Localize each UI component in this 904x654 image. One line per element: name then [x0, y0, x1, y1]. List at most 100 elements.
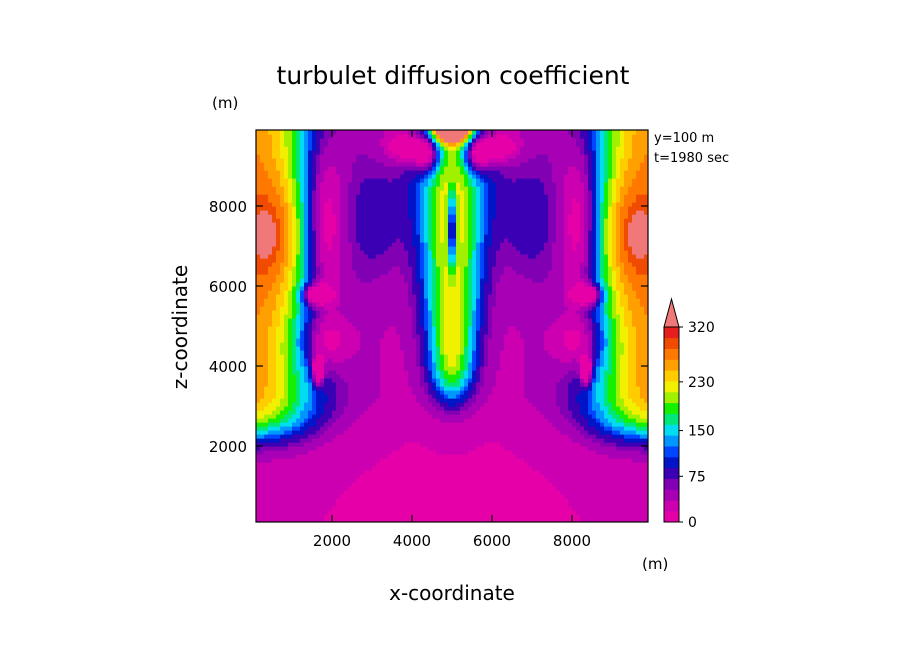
contour-cell — [600, 354, 605, 359]
contour-cell — [396, 450, 401, 455]
contour-cell — [480, 398, 485, 403]
contour-cell — [540, 406, 545, 411]
contour-cell — [540, 386, 545, 391]
contour-cell — [496, 450, 501, 455]
contour-cell — [564, 474, 569, 479]
contour-cell — [308, 318, 313, 323]
contour-cell — [568, 362, 573, 367]
contour-cell — [468, 518, 473, 522]
contour-cell — [344, 362, 349, 367]
contour-cell — [644, 490, 648, 495]
contour-cell — [316, 366, 321, 371]
contour-cell — [632, 338, 637, 343]
contour-cell — [632, 446, 637, 451]
contour-cell — [256, 354, 261, 359]
contour-cell — [436, 506, 441, 511]
contour-cell — [556, 470, 561, 475]
contour-cell — [352, 386, 357, 391]
contour-cell — [440, 498, 445, 503]
contour-cell — [276, 430, 281, 435]
contour-cell — [260, 326, 265, 331]
contour-cell — [444, 346, 449, 351]
contour-cell — [256, 514, 261, 519]
contour-cell — [564, 462, 569, 467]
contour-cell — [472, 478, 477, 483]
contour-cell — [480, 494, 485, 499]
contour-cell — [284, 362, 289, 367]
contour-cell — [588, 506, 593, 511]
contour-cell — [596, 354, 601, 359]
contour-cell — [536, 474, 541, 479]
contour-cell — [340, 358, 345, 363]
contour-cell — [564, 494, 569, 499]
contour-cell — [448, 402, 453, 407]
contour-cell — [432, 426, 437, 431]
contour-cell — [592, 370, 597, 375]
contour-cell — [644, 402, 648, 407]
contour-cell — [408, 454, 413, 459]
contour-cell — [544, 350, 549, 355]
contour-cell — [444, 410, 449, 415]
contour-cell — [280, 370, 285, 375]
contour-cell — [476, 442, 481, 447]
contour-cell — [604, 374, 609, 379]
contour-cell — [392, 442, 397, 447]
contour-cell — [600, 506, 605, 511]
contour-cell — [528, 458, 533, 463]
contour-cell — [584, 406, 589, 411]
contour-cell — [348, 322, 353, 327]
contour-cell — [320, 482, 325, 487]
contour-cell — [636, 434, 641, 439]
contour-cell — [300, 422, 305, 427]
contour-cell — [320, 342, 325, 347]
contour-cell — [276, 510, 281, 515]
contour-cell — [604, 366, 609, 371]
contour-cell — [436, 430, 441, 435]
contour-cell — [564, 418, 569, 423]
contour-cell — [624, 398, 629, 403]
contour-cell — [556, 414, 561, 419]
contour-cell — [284, 390, 289, 395]
contour-cell — [284, 458, 289, 463]
contour-cell — [456, 334, 461, 339]
contour-cell — [284, 394, 289, 399]
contour-cell — [636, 442, 641, 447]
contour-cell — [416, 498, 421, 503]
contour-cell — [488, 450, 493, 455]
contour-cell — [340, 386, 345, 391]
contour-cell — [560, 510, 565, 515]
contour-cell — [552, 518, 557, 522]
contour-cell — [408, 494, 413, 499]
contour-cell — [500, 474, 505, 479]
contour-cell — [644, 430, 648, 435]
contour-cell — [528, 502, 533, 507]
contour-cell — [308, 398, 313, 403]
contour-cell — [288, 450, 293, 455]
contour-cell — [364, 458, 369, 463]
contour-cell — [448, 498, 453, 503]
contour-cell — [372, 454, 377, 459]
contour-cell — [260, 414, 265, 419]
contour-cell — [580, 482, 585, 487]
contour-cell — [324, 470, 329, 475]
contour-cell — [644, 322, 648, 327]
contour-cell — [576, 398, 581, 403]
contour-cell — [600, 398, 605, 403]
contour-cell — [296, 466, 301, 471]
contour-cell — [524, 414, 529, 419]
contour-cell — [460, 402, 465, 407]
contour-cell — [592, 390, 597, 395]
contour-cell — [604, 338, 609, 343]
contour-cell — [484, 382, 489, 387]
contour-cell — [404, 518, 409, 522]
contour-cell — [564, 414, 569, 419]
contour-cell — [488, 482, 493, 487]
contour-cell — [284, 474, 289, 479]
contour-cell — [444, 318, 449, 323]
contour-cell — [320, 418, 325, 423]
contour-cell — [444, 406, 449, 411]
contour-cell — [448, 434, 453, 439]
contour-cell — [320, 442, 325, 447]
contour-cell — [364, 382, 369, 387]
contour-cell — [340, 438, 345, 443]
